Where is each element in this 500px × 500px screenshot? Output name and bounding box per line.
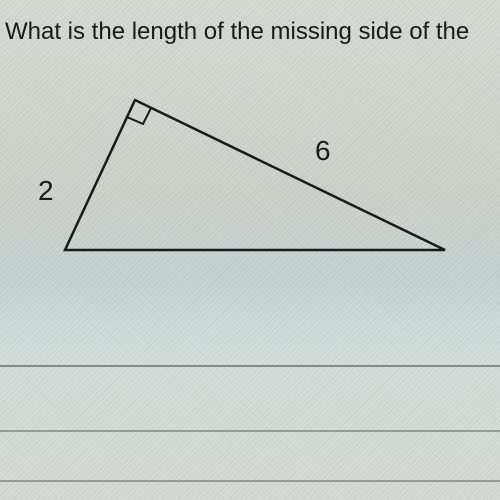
question-text: What is the length of the missing side o… — [5, 18, 469, 46]
triangle-svg — [35, 90, 465, 290]
horizontal-rule-1 — [0, 365, 500, 367]
horizontal-rule-2 — [0, 430, 500, 432]
horizontal-rule-3 — [0, 480, 500, 482]
triangle-path — [65, 100, 445, 250]
side-label-6: 6 — [315, 135, 331, 167]
side-label-2: 2 — [38, 175, 54, 207]
triangle-diagram: 2 6 — [35, 90, 465, 310]
